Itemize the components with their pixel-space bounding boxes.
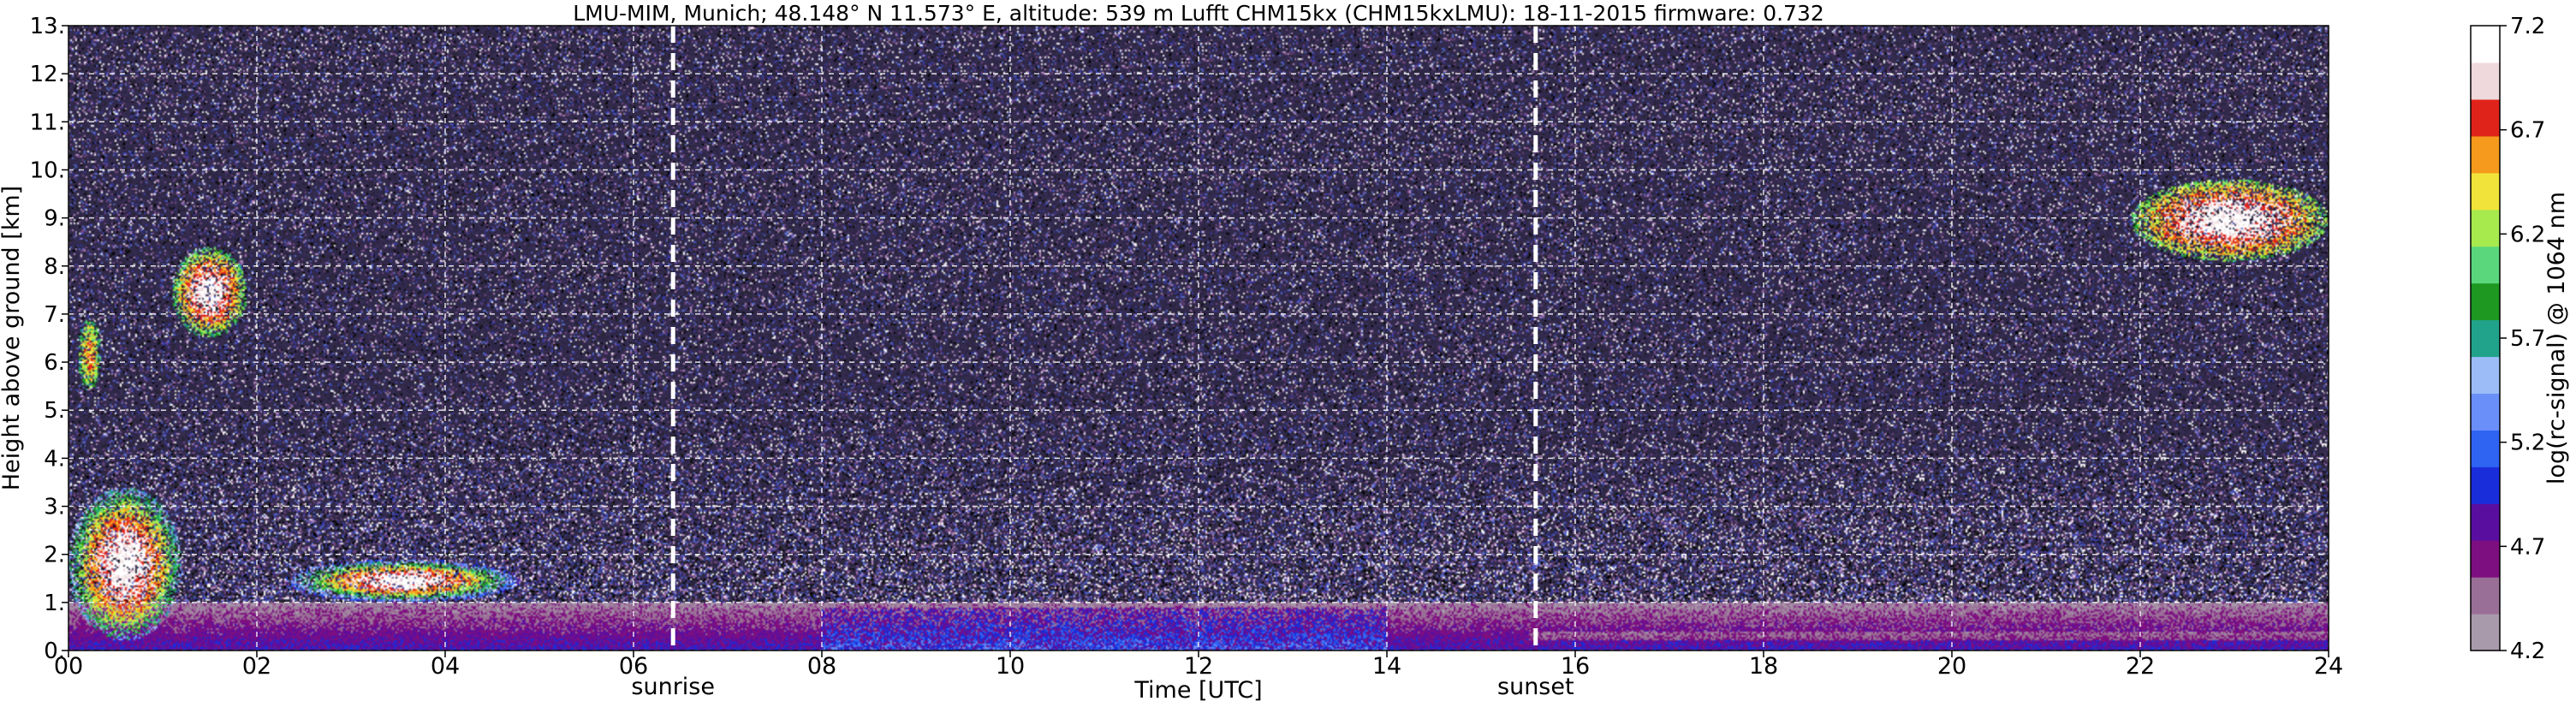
sun-marker-label: sunset xyxy=(1497,674,1574,700)
colorbar-band xyxy=(2471,393,2500,431)
colorbar-band xyxy=(2471,430,2500,467)
x-tick-label: 16 xyxy=(1561,653,1590,680)
x-tick-label: 14 xyxy=(1372,653,1401,680)
x-tick-label: 08 xyxy=(807,653,836,680)
x-tick-label: 02 xyxy=(242,653,271,680)
colorbar-band xyxy=(2471,98,2500,137)
y-tick-label: 2. xyxy=(44,543,65,568)
colorbar-band xyxy=(2471,540,2500,578)
y-tick-label: 8. xyxy=(44,254,65,280)
colorbar-band xyxy=(2471,466,2500,504)
colorbar-band xyxy=(2471,356,2500,395)
chart-title: LMU-MIM, Munich; 48.148° N 11.573° E, al… xyxy=(573,1,1824,26)
colorbar-band xyxy=(2471,172,2500,211)
colorbar-tick-label: 5.7 xyxy=(2510,326,2545,352)
colorbar: 4.2 4.7 5.2 5.7 6.2 6.7 7.2 log(rc-signal) @ 1… xyxy=(2470,14,2570,664)
colorbar-band xyxy=(2471,577,2500,615)
colorbar-tick-label: 5.2 xyxy=(2510,431,2545,456)
colorbar-band xyxy=(2471,62,2500,100)
y-tick-label: 1. xyxy=(44,591,65,616)
colorbar-bands xyxy=(2471,26,2500,651)
colorbar-tick-label: 6.2 xyxy=(2510,222,2545,247)
sun-markers: sunrise sunset xyxy=(631,26,1574,700)
colorbar-tick-label: 4.2 xyxy=(2510,639,2545,664)
x-tick-label: 10 xyxy=(996,653,1025,680)
x-axis-label: Time [UTC] xyxy=(1133,677,1262,704)
x-tick-label: 24 xyxy=(2314,653,2343,680)
y-tick-label: 10. xyxy=(30,157,65,183)
colorbar-band xyxy=(2471,614,2500,651)
y-tick-label: 13. xyxy=(30,14,65,39)
colorbar-ticks: 4.2 4.7 5.2 5.7 6.2 6.7 7.2 xyxy=(2500,14,2545,664)
sun-marker-label: sunrise xyxy=(631,674,715,700)
y-tick-label: 5. xyxy=(44,398,65,424)
y-axis: 0. 1. 2. 3. 4. 5. 6. 7. 8. 9. 10. 11. 12. 13. xyxy=(30,14,68,664)
x-tick-label: 12 xyxy=(1184,653,1213,680)
x-tick-label: 06 xyxy=(619,653,648,680)
colorbar-band xyxy=(2471,209,2500,247)
colorbar-tick-label: 4.7 xyxy=(2510,534,2545,560)
x-tick-label: 00 xyxy=(54,653,83,680)
x-tick-label: 04 xyxy=(431,653,460,680)
x-tick-label: 18 xyxy=(1749,653,1778,680)
y-tick-label: 9. xyxy=(44,206,65,232)
y-tick-label: 6. xyxy=(44,350,65,376)
x-tick-label: 22 xyxy=(2126,653,2155,680)
y-tick-label: 3. xyxy=(44,495,65,520)
colorbar-label: log(rc-signal) @ 1064 nm xyxy=(2543,192,2570,484)
colorbar-band xyxy=(2471,246,2500,284)
colorbar-band xyxy=(2471,26,2500,63)
y-axis-label: Height above ground [km] xyxy=(0,186,25,490)
colorbar-band xyxy=(2471,282,2500,321)
y-tick-label: 11. xyxy=(30,110,65,135)
y-tick-label: 0. xyxy=(44,639,65,664)
y-tick-label: 7. xyxy=(44,302,65,328)
x-tick-label: 20 xyxy=(1937,653,1966,680)
colorbar-band xyxy=(2471,319,2500,358)
colorbar-band xyxy=(2471,135,2500,174)
colorbar-tick-label: 6.7 xyxy=(2510,118,2545,144)
x-axis: 00 02 04 06 08 10 12 14 16 18 20 22 24 xyxy=(54,651,2343,680)
colorbar-band xyxy=(2471,503,2500,541)
gridlines xyxy=(68,25,2329,651)
colorbar-tick-label: 7.2 xyxy=(2510,14,2545,39)
y-tick-label: 12. xyxy=(30,62,65,87)
y-tick-label: 4. xyxy=(44,446,65,472)
